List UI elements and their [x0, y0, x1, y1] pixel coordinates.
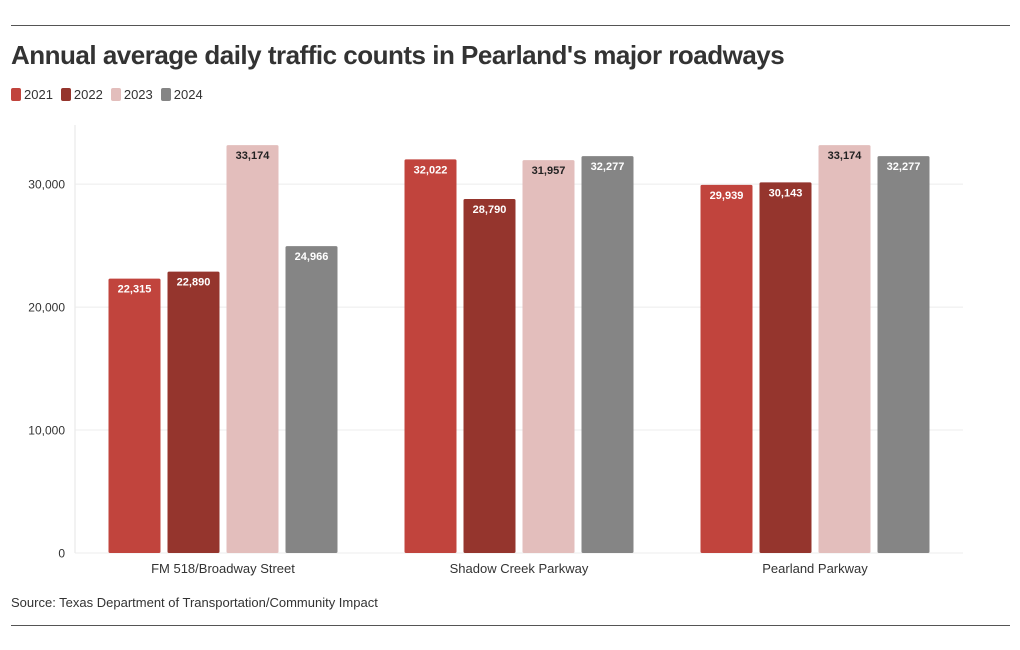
- legend: 2021 2022 2023 2024: [11, 87, 203, 102]
- legend-label-2022: 2022: [73, 87, 103, 102]
- y-tick-label: 20,000: [28, 301, 65, 315]
- y-tick-label: 30,000: [28, 178, 65, 192]
- legend-swatch-2023: [110, 88, 121, 101]
- y-tick-label: 10,000: [28, 424, 65, 438]
- legend-item-2021[interactable]: 2021: [11, 87, 53, 102]
- data-label: 29,939: [710, 190, 744, 202]
- data-label: 28,790: [473, 204, 507, 216]
- bar: [463, 199, 516, 553]
- bar: [167, 271, 220, 553]
- bar: [522, 160, 575, 553]
- legend-item-2022[interactable]: 2022: [60, 87, 103, 102]
- legend-swatch-2024: [160, 88, 171, 101]
- data-label: 31,957: [532, 165, 566, 177]
- data-label: 33,174: [828, 150, 863, 162]
- x-tick-label: Pearland Parkway: [762, 561, 868, 576]
- bar: [108, 278, 161, 553]
- legend-item-2023[interactable]: 2023: [110, 87, 153, 102]
- legend-label-2023: 2023: [123, 87, 153, 102]
- bar-chart: 0 10,000 20,000 30,000 22,315 22,890 33,174 24,…: [28, 125, 963, 576]
- bottom-rule: [11, 625, 1010, 626]
- data-label: 32,277: [887, 161, 921, 173]
- legend-swatch-2022: [60, 88, 71, 101]
- data-label: 22,890: [177, 277, 211, 289]
- bar: [818, 145, 871, 553]
- legend-label-2024: 2024: [173, 87, 203, 102]
- top-rule: [11, 25, 1010, 26]
- chart-title: Annual average daily traffic counts in P…: [11, 40, 785, 70]
- bar: [285, 246, 338, 553]
- bar: [759, 182, 812, 554]
- bar: [404, 159, 457, 554]
- legend-swatch-2021: [11, 88, 21, 101]
- y-tick-label: 0: [58, 547, 65, 561]
- data-label: 32,277: [591, 161, 625, 173]
- bar: [877, 156, 930, 553]
- source-note: Source: Texas Department of Transportati…: [11, 595, 378, 610]
- legend-item-2024[interactable]: 2024: [160, 87, 203, 102]
- legend-label-2021: 2021: [24, 87, 53, 102]
- x-tick-label: FM 518/Broadway Street: [151, 561, 295, 576]
- data-label: 33,174: [236, 150, 271, 162]
- bar: [700, 184, 753, 553]
- x-tick-label: Shadow Creek Parkway: [450, 561, 589, 576]
- data-label: 24,966: [295, 251, 329, 263]
- bar: [226, 145, 279, 553]
- bar: [581, 156, 634, 553]
- data-label: 22,315: [118, 284, 152, 296]
- data-label: 32,022: [414, 164, 448, 176]
- data-label: 30,143: [769, 187, 803, 199]
